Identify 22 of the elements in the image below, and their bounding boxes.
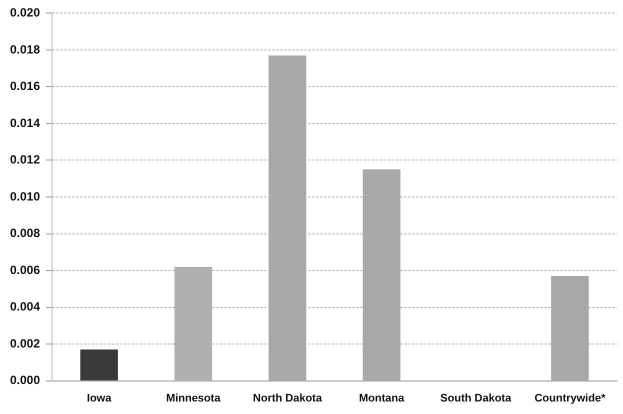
bar: [362, 169, 400, 380]
y-tick-label: 0.004: [10, 300, 40, 314]
bar: [174, 266, 212, 380]
x-tick-label: North Dakota: [252, 392, 323, 404]
y-tick-label: 0.016: [10, 79, 40, 94]
y-tick-label: 0.002: [10, 336, 40, 350]
y-tick-label: 0.000: [10, 373, 40, 388]
y-tick-label: 0.012: [10, 152, 40, 167]
y-tick-label: 0.010: [10, 189, 40, 204]
y-tick-label: 0.020: [10, 6, 40, 20]
y-tick-label: 0.006: [10, 262, 40, 277]
y-tick-label: 0.018: [10, 42, 40, 56]
bar: [80, 350, 118, 380]
x-tick-label: Minnesota: [166, 392, 222, 404]
bar: [551, 276, 589, 380]
x-tick-label: Montana: [358, 392, 406, 404]
y-tick-label: 0.008: [10, 226, 40, 240]
bar: [268, 55, 306, 380]
x-tick-label: South Dakota: [440, 392, 512, 404]
y-tick-label: 0.014: [10, 116, 40, 130]
x-tick-label: Iowa: [86, 392, 112, 404]
x-tick-label: Countrywide*: [534, 392, 606, 404]
